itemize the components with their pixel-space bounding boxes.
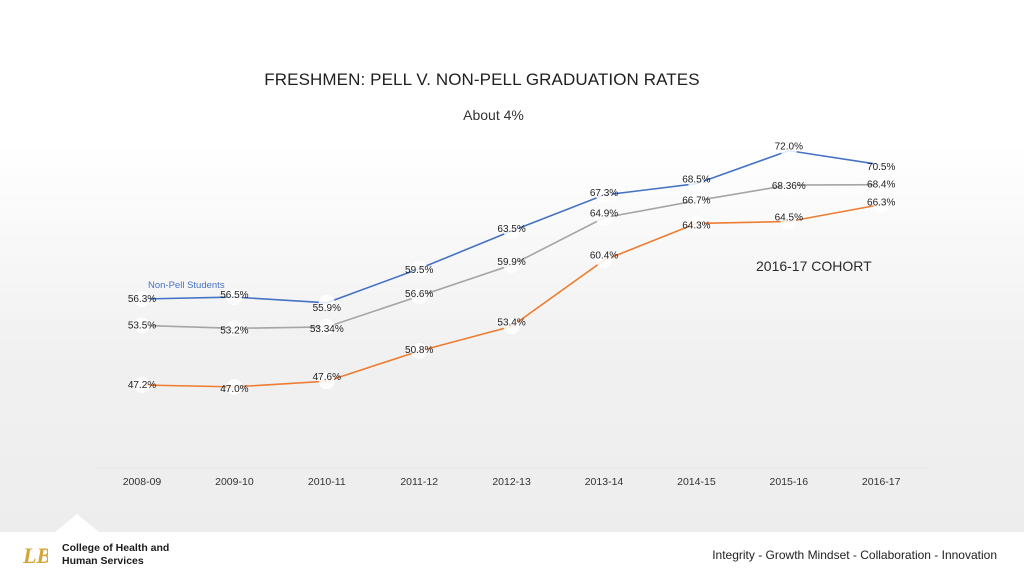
data-label: 66.3% bbox=[867, 198, 895, 209]
x-tick-label: 2015-16 bbox=[770, 476, 809, 488]
data-label: 68.5% bbox=[682, 175, 710, 186]
chart-title: FRESHMEN: PELL V. NON-PELL GRADUATION RA… bbox=[264, 70, 700, 89]
x-tick-label: 2013-14 bbox=[585, 476, 624, 488]
data-label: 50.8% bbox=[405, 345, 433, 356]
data-label: 63.5% bbox=[497, 224, 525, 235]
data-label: 72.0% bbox=[775, 142, 803, 153]
data-label: 64.3% bbox=[682, 220, 710, 231]
x-tick-label: 2009-10 bbox=[215, 476, 254, 488]
data-point-marker bbox=[318, 373, 335, 390]
chart-subtitle: About 4% bbox=[463, 107, 524, 123]
x-tick-label: 2010-11 bbox=[308, 476, 346, 488]
data-point-marker bbox=[503, 222, 520, 239]
data-label: 66.7% bbox=[682, 196, 710, 207]
data-point-marker bbox=[226, 320, 243, 337]
lb-logo-icon: LB bbox=[22, 543, 48, 568]
data-point-marker bbox=[596, 187, 612, 204]
data-point-marker bbox=[873, 196, 890, 213]
data-label: 59.9% bbox=[497, 257, 525, 268]
data-label: 60.4% bbox=[590, 250, 618, 261]
college-name-line2: Human Services bbox=[62, 555, 144, 567]
data-label: 53.2% bbox=[220, 325, 248, 336]
data-point-marker bbox=[873, 176, 890, 193]
data-point-marker bbox=[503, 256, 520, 273]
data-point-marker bbox=[780, 142, 797, 159]
svg-text:LB: LB bbox=[22, 543, 48, 568]
data-point-marker bbox=[780, 177, 797, 194]
data-point-marker bbox=[226, 289, 243, 306]
series-name-label: Non-Pell Students bbox=[148, 280, 225, 291]
data-label: 56.3% bbox=[128, 294, 156, 305]
data-label: 56.6% bbox=[405, 289, 433, 300]
x-tick-label: 2012-13 bbox=[492, 476, 531, 488]
data-point-marker bbox=[134, 376, 150, 393]
data-point-marker bbox=[688, 175, 705, 192]
data-point-marker bbox=[226, 378, 243, 395]
data-label: 64.5% bbox=[775, 213, 803, 224]
data-label: 53.34% bbox=[310, 324, 344, 335]
data-point-marker bbox=[688, 192, 705, 209]
footer-bar bbox=[0, 532, 1024, 576]
data-label: 68.36% bbox=[772, 181, 806, 192]
data-label: 59.5% bbox=[405, 265, 433, 276]
footer-notch bbox=[55, 514, 99, 532]
data-label: 55.9% bbox=[313, 303, 341, 314]
data-point-marker bbox=[596, 209, 612, 226]
data-label: 67.3% bbox=[590, 188, 618, 199]
college-name: College of Health and Human Services bbox=[62, 542, 169, 568]
data-point-marker bbox=[873, 156, 890, 173]
data-label: 47.0% bbox=[220, 384, 248, 395]
data-point-marker bbox=[688, 215, 705, 232]
x-tick-label: 2011-12 bbox=[400, 476, 438, 488]
x-tick-label: 2016-17 bbox=[862, 476, 901, 488]
data-label: 64.9% bbox=[590, 209, 618, 220]
x-tick-label: 2014-15 bbox=[677, 476, 716, 488]
data-point-marker bbox=[318, 318, 335, 335]
data-point-marker bbox=[503, 318, 520, 335]
data-point-marker bbox=[134, 317, 150, 334]
x-tick-label: 2008-09 bbox=[123, 476, 162, 488]
data-point-marker bbox=[411, 342, 428, 359]
cohort-annotation: 2016-17 COHORT bbox=[756, 258, 872, 274]
data-label: 53.4% bbox=[497, 317, 525, 328]
data-point-marker bbox=[318, 294, 335, 311]
footer-values: Integrity - Growth Mindset - Collaborati… bbox=[712, 548, 997, 562]
data-point-marker bbox=[780, 213, 797, 230]
data-point-marker bbox=[411, 260, 428, 277]
data-label: 56.5% bbox=[220, 290, 248, 301]
data-label: 47.6% bbox=[313, 372, 341, 383]
data-point-marker bbox=[596, 252, 612, 269]
data-point-marker bbox=[134, 291, 150, 307]
college-name-line1: College of Health and bbox=[62, 542, 170, 554]
data-label: 53.5% bbox=[128, 320, 156, 331]
data-label: 47.2% bbox=[128, 380, 156, 391]
data-label: 68.4% bbox=[867, 180, 895, 191]
data-label: 70.5% bbox=[867, 162, 895, 173]
data-point-marker bbox=[411, 288, 428, 305]
